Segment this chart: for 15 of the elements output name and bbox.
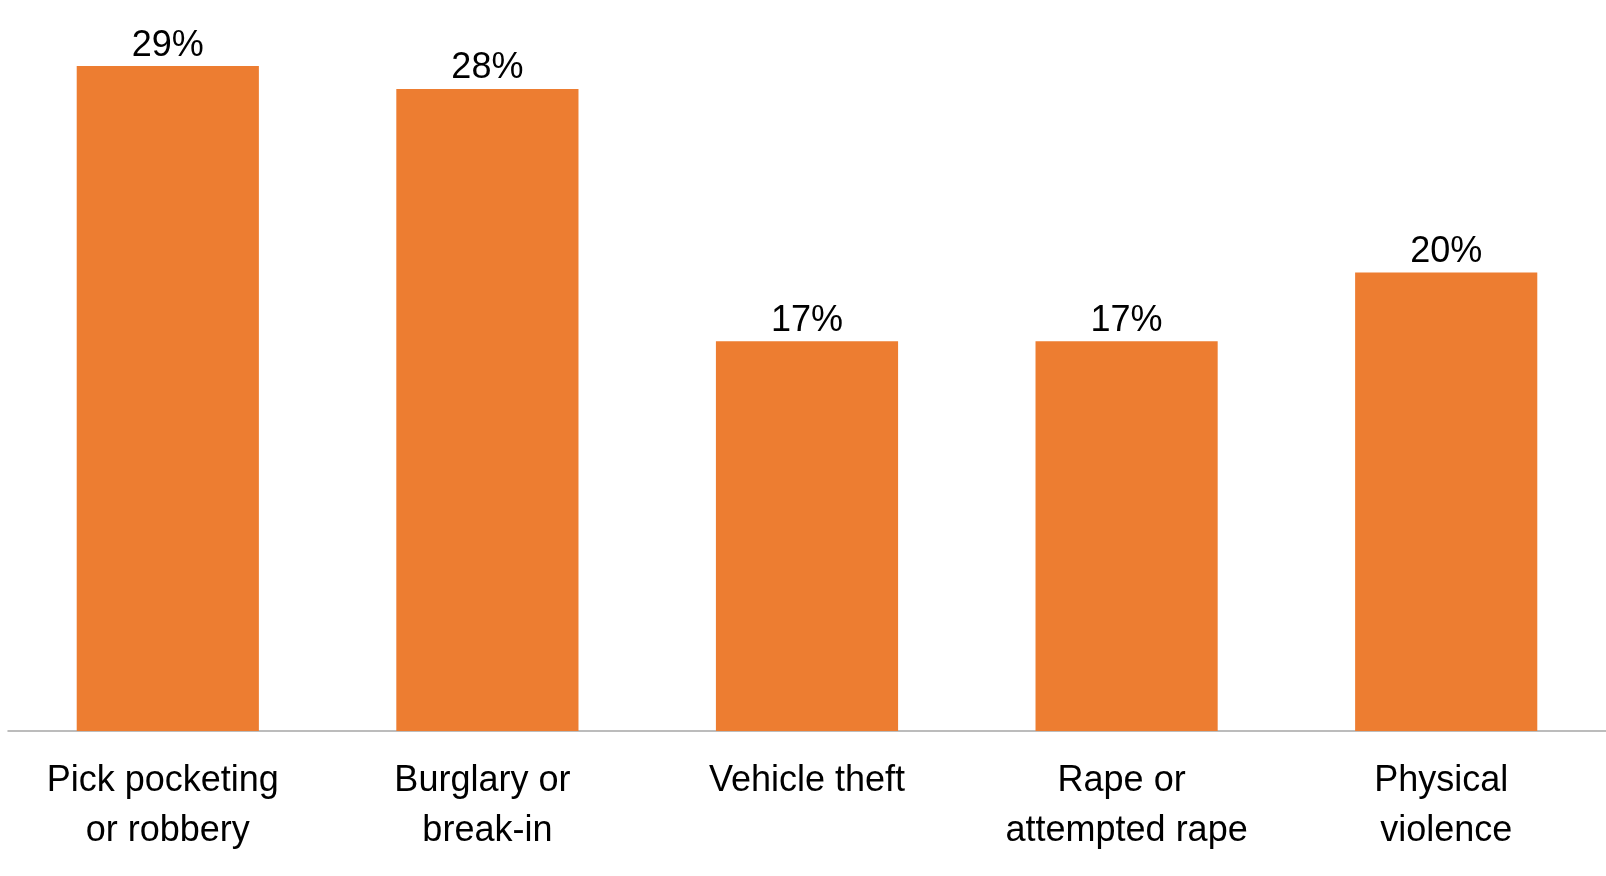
bar: [76, 66, 259, 731]
data-label: 17%: [1090, 297, 1163, 339]
x-tick-label: Pick pocketing or robbery: [46, 757, 289, 849]
data-label: 20%: [1410, 228, 1483, 270]
data-label: 29%: [131, 22, 204, 64]
bar: [396, 88, 579, 731]
x-tick-label: Physical violence: [1374, 757, 1519, 849]
data-label: 17%: [770, 297, 844, 339]
x-tick-label: Vehicle theft: [708, 757, 906, 799]
bar: [1035, 341, 1218, 731]
x-tick-label: Rape or attempted rape: [1005, 757, 1248, 849]
bar: [715, 341, 899, 731]
bar: [1355, 272, 1538, 731]
x-tick-label: Burglary or break-in: [394, 757, 581, 849]
data-label: 28%: [451, 45, 524, 87]
